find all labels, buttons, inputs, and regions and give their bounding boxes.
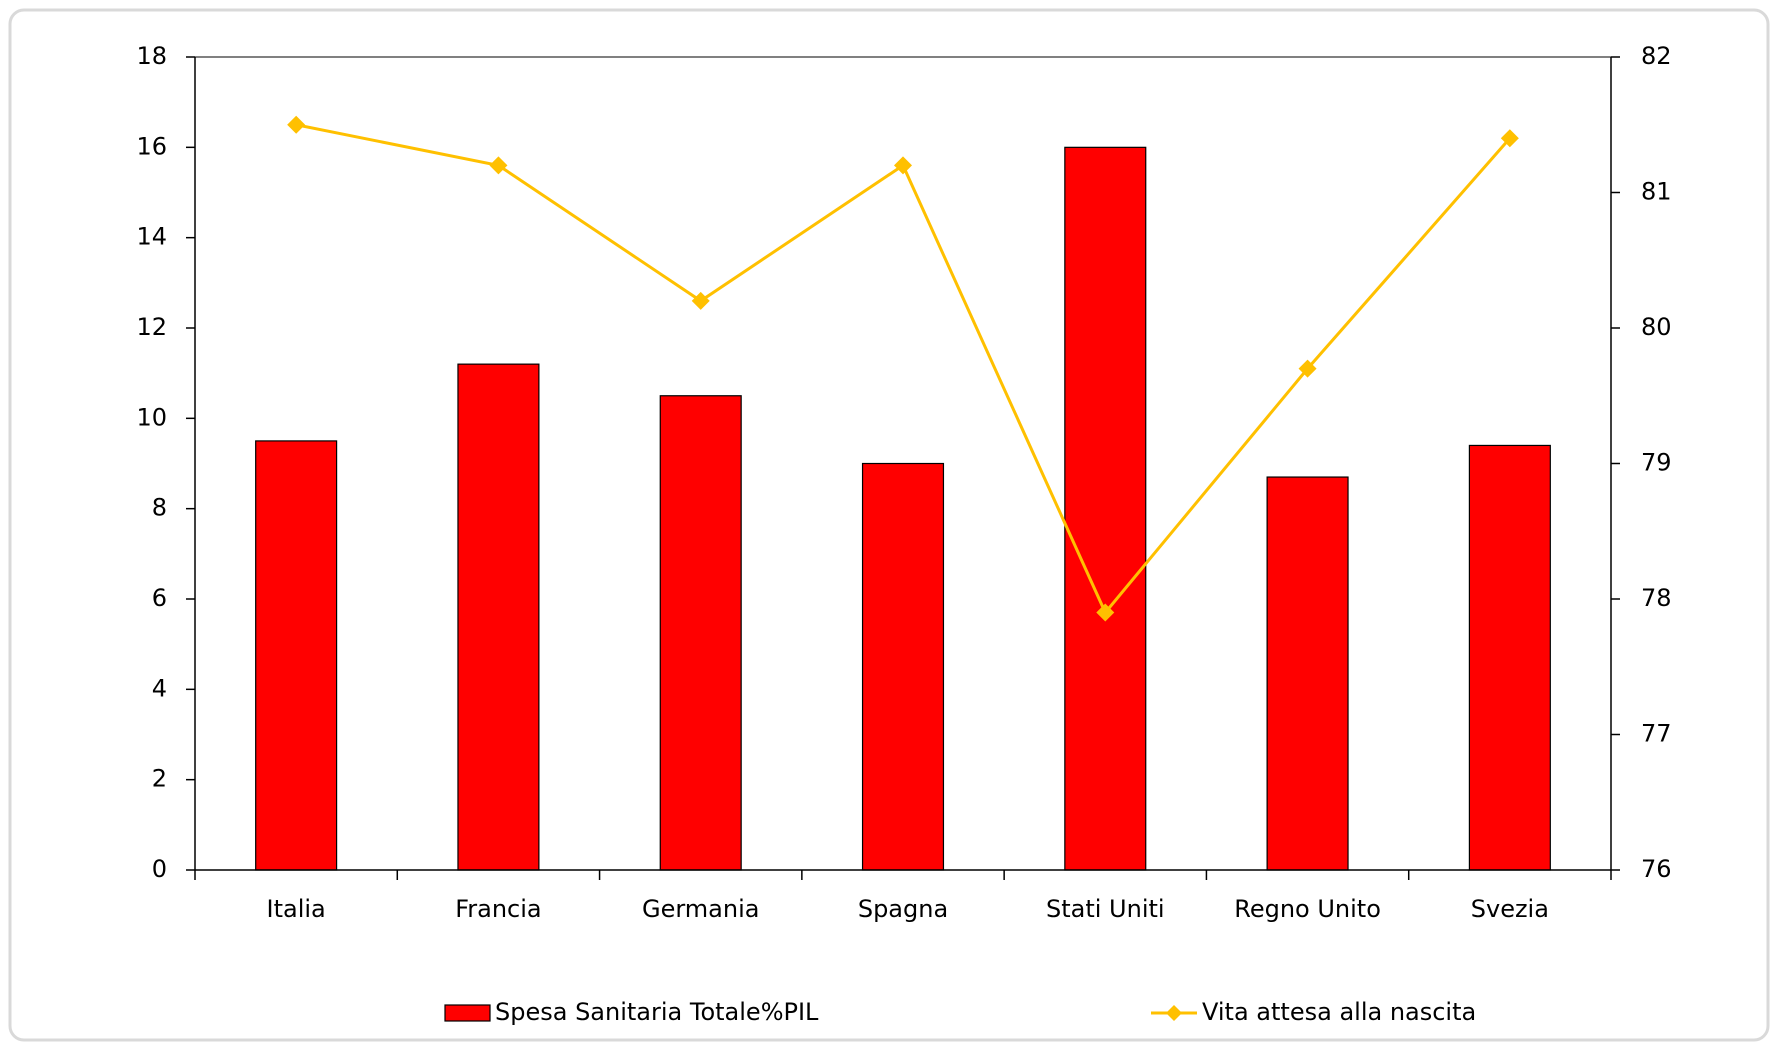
bar [1468, 444, 1551, 871]
y-tick-label: 6 [152, 584, 167, 612]
y-tick-label: 4 [152, 674, 167, 702]
x-tick-label: Spagna [858, 895, 948, 923]
bar [1266, 476, 1349, 871]
line-marker [287, 115, 306, 134]
bar [457, 363, 540, 871]
legend-label: Vita attesa alla nascita [1202, 998, 1476, 1026]
line-marker [1298, 359, 1317, 378]
bar [861, 462, 945, 871]
y-tick-label: 10 [136, 403, 167, 431]
y2-tick-label: 77 [1641, 720, 1672, 748]
y-tick-label: 12 [136, 313, 167, 341]
line-marker [489, 156, 508, 175]
y-tick-label: 16 [136, 132, 167, 160]
x-tick-label: Svezia [1471, 895, 1549, 923]
legend-swatch [444, 1004, 491, 1022]
x-tick-label: Francia [455, 895, 541, 923]
bar [659, 395, 742, 871]
y2-tick-label: 81 [1641, 178, 1672, 206]
line-marker [691, 291, 710, 310]
line-marker [894, 156, 912, 175]
bar [1064, 146, 1147, 871]
legend-marker [1166, 1005, 1182, 1021]
y2-tick-label: 76 [1641, 855, 1672, 883]
x-tick-label: Germania [642, 895, 759, 923]
y2-tick-label: 78 [1641, 584, 1672, 612]
y-tick-label: 8 [152, 494, 167, 522]
y-tick-label: 2 [152, 765, 167, 793]
y2-tick-label: 80 [1641, 313, 1672, 341]
legend-label: Spesa Sanitaria Totale%PIL [495, 998, 819, 1026]
y2-tick-label: 82 [1641, 42, 1672, 70]
line-marker [1500, 129, 1519, 148]
y-tick-label: 0 [152, 855, 167, 883]
x-tick-label: Regno Unito [1234, 895, 1381, 923]
bar [255, 440, 338, 871]
y-tick-label: 18 [136, 42, 167, 70]
y2-tick-label: 79 [1641, 449, 1672, 477]
x-tick-label: Stati Uniti [1046, 895, 1165, 923]
x-tick-label: Italia [267, 895, 326, 923]
y-tick-label: 14 [136, 223, 167, 251]
line-marker [1096, 603, 1115, 622]
